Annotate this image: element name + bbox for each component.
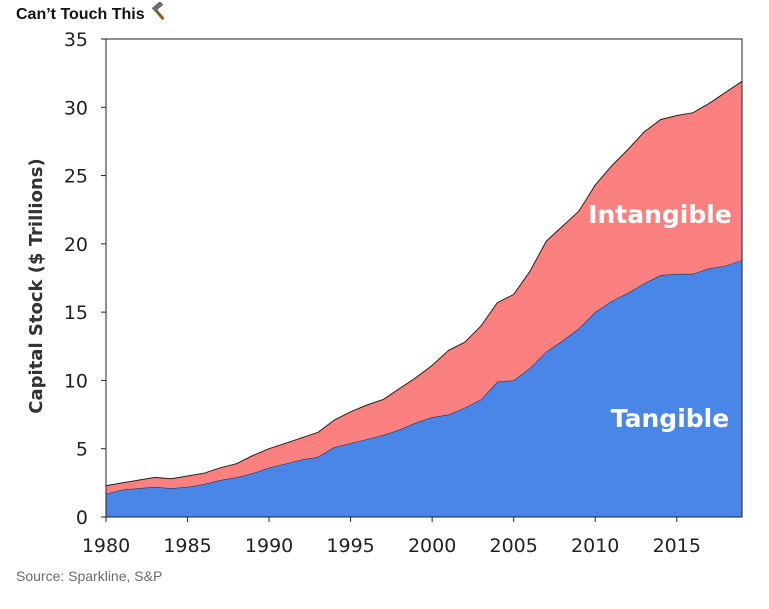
plot-frame (105, 38, 743, 518)
y-tick-label: 10 (64, 370, 88, 392)
chart-title: Can’t Touch This (16, 1, 169, 27)
tangible-area-label: Tangible (611, 404, 729, 433)
x-tick-label: 2000 (408, 535, 456, 557)
intangible-area-label: Intangible (588, 200, 732, 229)
y-tick-label: 20 (64, 234, 88, 256)
y-axis-label: Capital Stock ($ Trillions) (26, 158, 47, 413)
x-tick-label: 2005 (490, 535, 538, 557)
y-tick-label: 5 (76, 439, 88, 461)
y-tick-label: 30 (64, 97, 88, 119)
source-note: Source: Sparkline, S&P (16, 568, 163, 584)
x-tick-label: 1995 (326, 535, 374, 557)
y-tick-label: 25 (64, 166, 88, 188)
y-axis: 0 5 10 15 20 25 30 35 (64, 29, 106, 529)
x-tick-label: 1985 (163, 535, 211, 557)
chart-areas (105, 80, 743, 517)
area-intangible (106, 81, 742, 494)
x-axis: 1980 1985 1990 1995 2000 2005 2010 2015 (82, 517, 701, 557)
y-tick-label: 35 (64, 29, 88, 51)
x-tick-label: 1990 (245, 535, 293, 557)
y-tick-label: 15 (64, 302, 88, 324)
x-tick-label: 2015 (653, 535, 701, 557)
chart-title-text: Can’t Touch This (16, 5, 145, 23)
hammer-icon (149, 1, 169, 27)
area-outline-intangible (105, 80, 743, 487)
x-tick-label: 1980 (82, 535, 130, 557)
y-tick-label: 0 (76, 507, 88, 529)
x-tick-label: 2010 (571, 535, 619, 557)
